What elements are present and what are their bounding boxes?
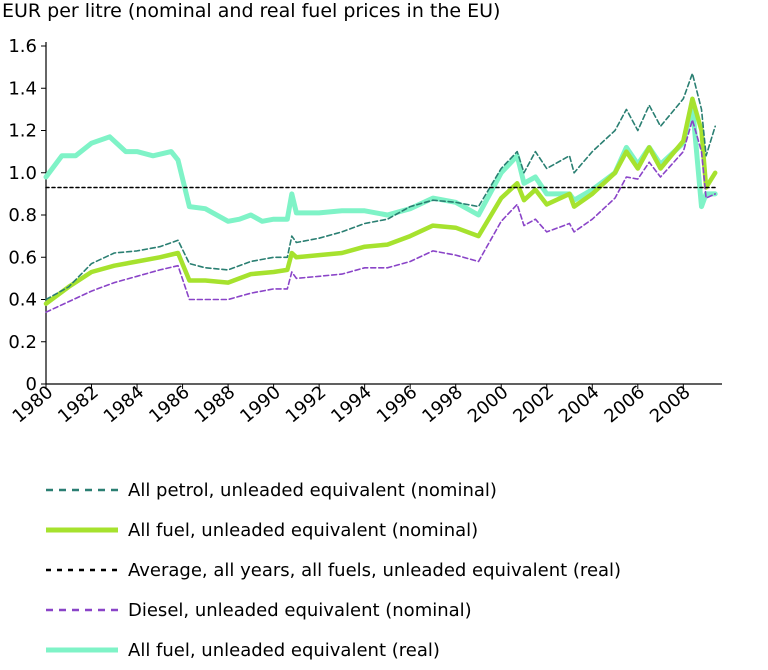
y-tick-label: 1.4 xyxy=(8,78,37,99)
x-tick-label: 1982 xyxy=(54,382,103,428)
y-tick-label: 1.2 xyxy=(8,121,37,142)
x-tick-label: 1992 xyxy=(282,382,331,428)
legend-item: All fuel, unleaded equivalent (real) xyxy=(44,630,768,670)
x-tick-label: 1988 xyxy=(191,382,240,428)
legend-swatch xyxy=(46,527,118,533)
x-tick-label: 2006 xyxy=(600,382,649,428)
x-tick-label: 2000 xyxy=(464,382,513,428)
legend-swatch xyxy=(46,647,118,653)
x-tick-label: 1998 xyxy=(418,382,467,428)
chart-legend: All petrol, unleaded equivalent (nominal… xyxy=(44,470,768,670)
y-tick-label: 1.0 xyxy=(8,163,37,184)
x-tick-label: 1986 xyxy=(145,382,194,428)
legend-label: All petrol, unleaded equivalent (nominal… xyxy=(128,479,497,501)
legend-label: All fuel, unleaded equivalent (real) xyxy=(128,639,440,661)
legend-label: Average, all years, all fuels, unleaded … xyxy=(128,559,622,581)
x-tick-label: 2008 xyxy=(646,382,695,428)
series-line xyxy=(45,119,717,314)
y-tick-label: 0.4 xyxy=(8,290,37,311)
chart-plot: 00.20.40.60.81.01.21.41.6198019821984198… xyxy=(8,36,722,428)
x-tick-label: 1984 xyxy=(100,382,149,428)
series-line xyxy=(45,72,717,301)
x-tick-label: 1994 xyxy=(327,382,376,428)
legend-swatch xyxy=(46,488,118,492)
legend-item: Average, all years, all fuels, unleaded … xyxy=(44,550,768,590)
y-tick-label: 1.6 xyxy=(8,36,37,57)
y-tick-label: 0.6 xyxy=(8,247,37,268)
chart-title: EUR per litre (nominal and real fuel pri… xyxy=(2,0,501,22)
legend-label: Diesel, unleaded equivalent (nominal) xyxy=(128,599,472,621)
series-line xyxy=(43,102,718,224)
legend-swatch xyxy=(46,568,118,572)
legend-item: All petrol, unleaded equivalent (nominal… xyxy=(44,470,768,510)
x-tick-label: 2004 xyxy=(555,382,604,428)
legend-item: All fuel, unleaded equivalent (nominal) xyxy=(44,510,768,550)
x-tick-label: 2002 xyxy=(509,382,558,428)
series-line xyxy=(43,96,718,306)
legend-swatch xyxy=(46,608,118,612)
legend-label: All fuel, unleaded equivalent (nominal) xyxy=(128,519,479,541)
y-tick-label: 0.2 xyxy=(8,332,37,353)
y-tick-label: 0.8 xyxy=(8,205,37,226)
legend-item: Diesel, unleaded equivalent (nominal) xyxy=(44,590,768,630)
x-tick-label: 1996 xyxy=(373,382,422,428)
x-tick-label: 1990 xyxy=(236,382,285,428)
y-tick-label: 0 xyxy=(26,374,37,395)
